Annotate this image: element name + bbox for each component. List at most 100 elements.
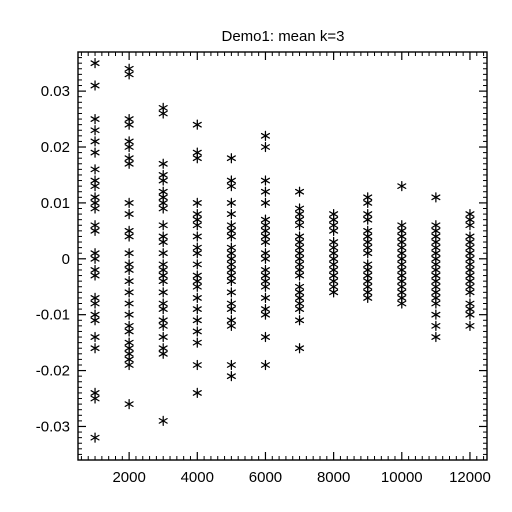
x-tick-label: 2000	[112, 469, 145, 486]
data-point-asterisk	[260, 197, 270, 209]
data-point-asterisk	[158, 175, 168, 186]
data-point-asterisk	[260, 141, 270, 153]
data-point-asterisk	[431, 298, 441, 309]
data-point-asterisk	[158, 331, 168, 343]
data-point-asterisk	[158, 303, 168, 315]
data-point-asterisk	[465, 287, 475, 298]
y-tick-label: -0.02	[36, 363, 70, 380]
chart-title: Demo1: mean k=3	[222, 28, 345, 45]
data-point-asterisk	[465, 309, 475, 320]
data-point-asterisk	[260, 281, 270, 292]
data-point-asterisk	[124, 276, 134, 287]
data-point-asterisk	[158, 276, 168, 287]
plot-frame	[77, 51, 488, 461]
data-point-asterisk	[226, 320, 236, 331]
data-point-asterisk	[192, 197, 202, 209]
data-point-asterisk	[192, 303, 202, 315]
data-point-asterisk	[124, 298, 134, 309]
data-point-asterisk	[192, 119, 202, 130]
data-point-asterisk	[226, 359, 236, 371]
x-tick-label: 10000	[381, 469, 423, 486]
data-point-asterisk	[363, 292, 373, 304]
data-point-asterisk	[90, 80, 100, 91]
data-point-asterisk	[158, 348, 168, 359]
data-point-asterisk	[192, 326, 202, 337]
data-point-asterisk	[90, 164, 100, 175]
data-point-asterisk	[226, 303, 236, 315]
data-point-asterisk	[397, 181, 407, 192]
data-point-asterisk	[192, 248, 202, 259]
data-point-asterisk	[90, 432, 100, 443]
data-point-asterisk	[90, 225, 100, 236]
data-point-asterisk	[363, 197, 373, 209]
data-point-asterisk	[363, 214, 373, 225]
data-point-asterisk	[124, 248, 134, 259]
data-point-asterisk	[226, 287, 236, 298]
x-tick-label: 8000	[317, 469, 350, 486]
data-point-asterisk	[158, 158, 168, 169]
data-point-asterisk	[158, 203, 168, 214]
data-point-asterisk	[90, 136, 100, 147]
data-point-asterisk	[192, 292, 202, 304]
data-point-asterisk	[260, 186, 270, 197]
y-tick-label: -0.03	[36, 418, 70, 435]
data-point-asterisk	[124, 231, 134, 242]
data-point-asterisk	[124, 197, 134, 209]
data-point-asterisk	[124, 208, 134, 220]
x-tick-label: 4000	[181, 469, 214, 486]
data-points	[90, 58, 475, 443]
data-point-asterisk	[90, 331, 100, 343]
x-tick-label: 6000	[249, 469, 282, 486]
data-point-asterisk	[124, 287, 134, 298]
data-point-asterisk	[260, 236, 270, 248]
data-point-asterisk	[260, 130, 270, 141]
data-point-asterisk	[158, 236, 168, 248]
data-point-asterisk	[363, 248, 373, 259]
data-point-asterisk	[260, 253, 270, 264]
data-point-asterisk	[158, 220, 168, 231]
data-point-asterisk	[226, 208, 236, 220]
data-point-asterisk	[124, 264, 134, 276]
data-point-asterisk	[260, 331, 270, 343]
data-point-asterisk	[192, 387, 202, 399]
data-point-asterisk	[226, 276, 236, 287]
data-point-asterisk	[158, 287, 168, 298]
data-point-asterisk	[431, 309, 441, 320]
x-axis-tick-labels: 2000 4000 6000 8000 10000 12000	[112, 469, 490, 486]
data-point-asterisk	[295, 186, 305, 197]
data-point-asterisk	[192, 259, 202, 270]
data-point-asterisk	[192, 281, 202, 292]
data-point-asterisk	[295, 343, 305, 354]
data-point-asterisk	[158, 108, 168, 119]
data-point-asterisk	[90, 270, 100, 281]
data-point-asterisk	[431, 320, 441, 331]
data-point-asterisk	[260, 309, 270, 320]
data-point-asterisk	[90, 343, 100, 354]
data-point-asterisk	[226, 231, 236, 242]
data-point-asterisk	[192, 315, 202, 326]
data-point-asterisk	[192, 220, 202, 231]
data-point-asterisk	[90, 113, 100, 125]
axis-ticks	[78, 52, 487, 460]
data-point-asterisk	[226, 371, 236, 382]
data-point-asterisk	[90, 315, 100, 326]
data-point-asterisk	[397, 298, 407, 309]
data-point-asterisk	[124, 359, 134, 371]
data-point-asterisk	[90, 125, 100, 136]
y-tick-label: 0.03	[41, 83, 70, 100]
data-point-asterisk	[90, 393, 100, 404]
data-point-asterisk	[124, 398, 134, 410]
data-point-asterisk	[90, 58, 100, 69]
data-point-asterisk	[329, 225, 339, 236]
data-point-asterisk	[226, 153, 236, 164]
data-point-asterisk	[192, 337, 202, 348]
data-point-asterisk	[158, 415, 168, 427]
data-point-asterisk	[295, 315, 305, 326]
data-point-asterisk	[90, 147, 100, 158]
data-point-asterisk	[295, 270, 305, 281]
y-tick-label: 0	[62, 251, 70, 268]
data-point-asterisk	[295, 303, 305, 315]
y-tick-label: -0.01	[36, 307, 70, 324]
y-tick-label: 0.02	[41, 139, 70, 156]
